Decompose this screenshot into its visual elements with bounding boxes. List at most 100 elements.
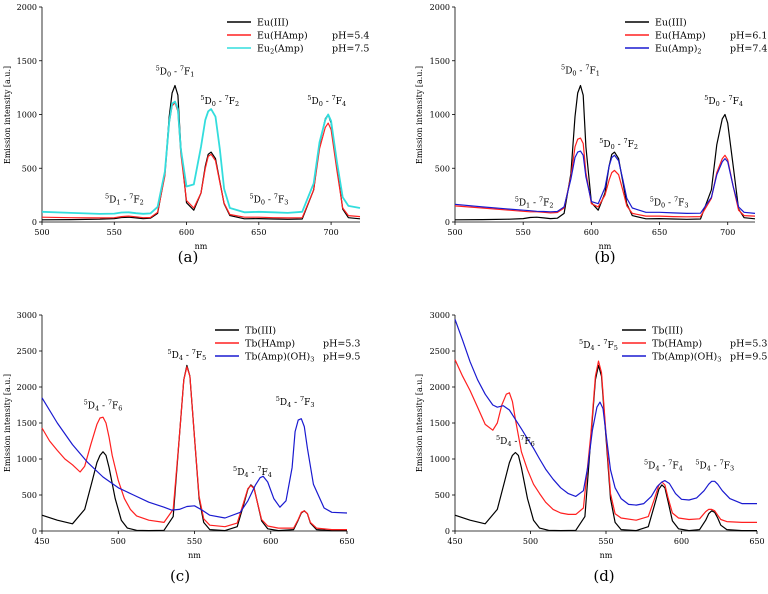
- transition-annotation: 5D4 - 7F4: [233, 465, 272, 479]
- chart-panel-4: 0 500 1000 1500 2000 2500 3000 450 500 550 600 650 n…: [415, 311, 767, 585]
- x-tick-label: 650: [652, 228, 667, 237]
- y-tick-label: 500: [435, 164, 450, 173]
- x-tick-label: 500: [523, 537, 538, 546]
- transition-annotation: 5D0 - 7F4: [704, 94, 743, 108]
- legend-ph-value: pH=5.3: [323, 339, 360, 350]
- y-tick-label: 0: [445, 527, 450, 536]
- panel-label: (c): [170, 567, 190, 585]
- y-tick-label: 500: [22, 491, 37, 500]
- y-tick-label: 1000: [17, 111, 37, 120]
- y-tick-label: 2500: [17, 347, 37, 356]
- x-axis-label: nm: [195, 242, 208, 251]
- transition-annotation: 5D0 - 7F3: [650, 195, 689, 209]
- y-tick-label: 2000: [430, 383, 450, 392]
- legend-entry: Tb(Amp)(OH)3: [652, 352, 721, 364]
- transition-annotation: 5D1 - 7F2: [105, 193, 144, 207]
- series-line-1: [454, 364, 757, 532]
- legend-ph-value: pH=9.5: [323, 352, 360, 363]
- x-axis-label: nm: [188, 551, 201, 560]
- transition-annotation: 5D4 - 7F3: [276, 395, 315, 409]
- x-tick-label: 600: [674, 537, 689, 546]
- y-tick-label: 1500: [430, 57, 450, 66]
- transition-annotation: 5D0 - 7F1: [156, 65, 195, 79]
- y-tick-label: 500: [435, 491, 450, 500]
- legend-entry: Eu(HAmp): [257, 31, 308, 42]
- series-line-3: [41, 100, 361, 215]
- y-tick-label: 1000: [430, 455, 450, 464]
- panel-label: (a): [178, 248, 199, 266]
- series-line-2: [41, 366, 347, 531]
- series-line-3: [454, 319, 757, 506]
- transition-annotation: 5D4 - 7F3: [695, 458, 734, 472]
- x-tick-label: 550: [187, 537, 202, 546]
- x-tick-label: 600: [179, 228, 194, 237]
- transition-annotation: 5D4 - 7F6: [496, 434, 535, 448]
- y-tick-label: 3000: [430, 311, 450, 320]
- series-line-3: [454, 150, 756, 214]
- legend-entry: Tb(Amp)(OH)3: [245, 352, 314, 364]
- series-line-2: [454, 359, 757, 524]
- y-axis-label: Emission intensity [a.u.]: [3, 374, 12, 472]
- x-tick-label: 650: [251, 228, 266, 237]
- x-axis-label: nm: [599, 242, 612, 251]
- y-tick-label: 500: [22, 164, 37, 173]
- transition-annotation: 5D0 - 7F2: [599, 137, 638, 151]
- y-tick-label: 0: [32, 527, 37, 536]
- transition-annotation: 5D4 - 7F4: [644, 458, 683, 472]
- y-tick-label: 2000: [17, 383, 37, 392]
- y-axis-label: Emission intensity [a.u.]: [3, 66, 12, 164]
- y-tick-label: 0: [445, 218, 450, 227]
- transition-annotation: 5D0 - 7F3: [250, 193, 289, 207]
- legend-entry: Eu2(Amp): [257, 44, 304, 56]
- x-tick-label: 550: [107, 228, 122, 237]
- x-tick-label: 700: [323, 228, 338, 237]
- x-tick-label: 600: [263, 537, 278, 546]
- transition-annotation: 5D1 - 7F2: [515, 195, 554, 209]
- y-tick-label: 2000: [430, 3, 450, 12]
- legend-ph-value: pH=9.5: [730, 352, 767, 363]
- legend-entry: Eu(HAmp): [655, 31, 706, 42]
- x-axis-label: nm: [600, 551, 613, 560]
- y-tick-label: 0: [32, 218, 37, 227]
- y-tick-label: 1000: [17, 455, 37, 464]
- series-line-2: [41, 102, 361, 219]
- legend-ph-value: pH=7.5: [332, 44, 369, 55]
- series-line-2: [454, 137, 756, 218]
- legend-entry: Eu(Amp)2: [655, 44, 702, 56]
- transition-annotation: 5D4 - 7F6: [84, 399, 123, 413]
- x-tick-label: 450: [34, 537, 49, 546]
- x-tick-label: 600: [584, 228, 599, 237]
- legend-entry: Tb(HAmp): [245, 339, 295, 350]
- legend-entry: Eu(III): [257, 18, 289, 29]
- y-axis-label: Emission intensity [a.u.]: [415, 66, 424, 164]
- legend-entry: Tb(HAmp): [652, 339, 702, 350]
- y-tick-label: 1500: [17, 57, 37, 66]
- y-axis-label: Emission intensity [a.u.]: [415, 374, 424, 472]
- legend-entry: Tb(III): [245, 326, 276, 337]
- transition-annotation: 5D4 - 7F5: [579, 338, 618, 352]
- panel-label: (d): [593, 567, 614, 585]
- y-tick-label: 1500: [17, 419, 37, 428]
- legend-ph-value: pH=7.4: [730, 44, 767, 55]
- legend-entry: Eu(III): [655, 18, 687, 29]
- y-tick-label: 2000: [17, 3, 37, 12]
- legend-ph-value: pH=5.4: [332, 31, 369, 42]
- transition-annotation: 5D0 - 7F4: [307, 94, 346, 108]
- x-tick-label: 500: [111, 537, 126, 546]
- x-tick-label: 500: [447, 228, 462, 237]
- legend-ph-value: pH=6.1: [730, 31, 767, 42]
- series-line-3: [41, 397, 348, 519]
- x-tick-label: 650: [749, 537, 764, 546]
- x-tick-label: 700: [720, 228, 735, 237]
- x-tick-label: 650: [339, 537, 354, 546]
- transition-annotation: 5D0 - 7F2: [200, 94, 239, 108]
- panel-label: (b): [594, 248, 615, 266]
- x-tick-label: 550: [598, 537, 613, 546]
- chart-panel-3: 0 500 1000 1500 2000 2500 3000 450 500 550 600 650 n…: [3, 311, 360, 585]
- x-tick-label: 450: [447, 537, 462, 546]
- y-tick-label: 2500: [430, 347, 450, 356]
- transition-annotation: 5D0 - 7F1: [561, 64, 600, 78]
